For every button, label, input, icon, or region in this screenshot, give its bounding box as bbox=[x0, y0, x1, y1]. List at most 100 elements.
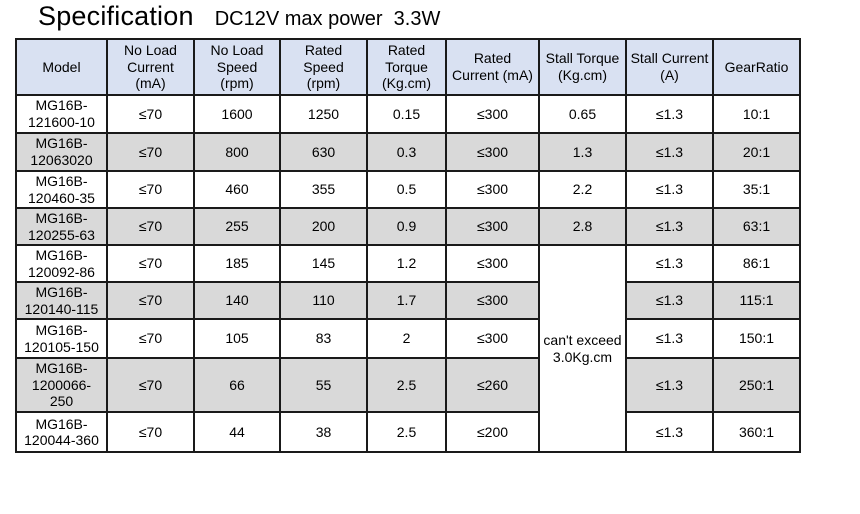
gear-ratio-cell: 86:1 bbox=[712, 244, 801, 284]
no-load-speed-cell: 140 bbox=[193, 281, 281, 321]
no-load-speed-cell: 185 bbox=[193, 244, 281, 284]
stall-current-cell: ≤1.3 bbox=[625, 94, 714, 134]
rated-torque-cell: 1.7 bbox=[366, 281, 447, 321]
no-load-current-cell: ≤70 bbox=[106, 94, 195, 134]
table-row: MG16B- 12063020 ≤70 800 630 0.3 ≤300 1.3… bbox=[15, 132, 801, 172]
table-row: MG16B- 120105-150 ≤70 105 83 2 ≤300 ≤1.3… bbox=[15, 318, 801, 360]
rated-current-cell: ≤200 bbox=[445, 411, 540, 454]
table-row: MG16B- 120092-86 ≤70 185 145 1.2 ≤300 ca… bbox=[15, 244, 801, 454]
page-title-row: Specification DC12V max power 3.3W bbox=[38, 1, 440, 32]
rated-current-cell: ≤300 bbox=[445, 207, 540, 247]
stall-current-cell: ≤1.3 bbox=[625, 318, 714, 360]
stall-current-cell: ≤1.3 bbox=[625, 207, 714, 247]
rated-speed-cell: 145 bbox=[279, 244, 368, 284]
no-load-speed-cell: 105 bbox=[193, 318, 281, 360]
stall-current-cell: ≤1.3 bbox=[625, 169, 714, 210]
rated-speed-cell: 200 bbox=[279, 207, 368, 247]
rated-speed-cell: 355 bbox=[279, 169, 368, 210]
column-header-no-load-speed: No Load Speed (rpm) bbox=[193, 38, 281, 96]
gear-ratio-cell: 10:1 bbox=[712, 94, 801, 134]
stall-current-cell: ≤1.3 bbox=[625, 281, 714, 321]
no-load-current-cell: ≤70 bbox=[106, 318, 195, 360]
no-load-speed-cell: 255 bbox=[193, 207, 281, 247]
column-header-rated-torque: Rated Torque (Kg.cm) bbox=[366, 38, 447, 96]
rated-speed-cell: 630 bbox=[279, 132, 368, 172]
gear-ratio-cell: 150:1 bbox=[712, 318, 801, 360]
stall-current-cell: ≤1.3 bbox=[625, 132, 714, 172]
rated-current-cell: ≤300 bbox=[445, 244, 540, 284]
rated-current-cell: ≤300 bbox=[445, 132, 540, 172]
rated-current-cell: ≤260 bbox=[445, 357, 540, 414]
rated-torque-cell: 0.5 bbox=[366, 169, 447, 210]
no-load-current-cell: ≤70 bbox=[106, 411, 195, 454]
stall-torque-cell: 2.2 bbox=[538, 169, 627, 210]
rated-speed-cell: 83 bbox=[279, 318, 368, 360]
no-load-speed-cell: 1600 bbox=[193, 94, 281, 134]
model-cell: MG16B- 120105-150 bbox=[15, 318, 108, 360]
no-load-speed-cell: 66 bbox=[193, 357, 281, 414]
column-header-rated-speed: Rated Speed (rpm) bbox=[279, 38, 368, 96]
rated-speed-cell: 110 bbox=[279, 281, 368, 321]
column-header-gear-ratio: GearRatio bbox=[712, 38, 801, 96]
gear-ratio-cell: 35:1 bbox=[712, 169, 801, 210]
model-cell: MG16B- 120460-35 bbox=[15, 169, 108, 210]
column-header-rated-current: Rated Current (mA) bbox=[445, 38, 540, 96]
rated-torque-cell: 0.15 bbox=[366, 94, 447, 134]
table-row: MG16B- 120044-360 ≤70 44 38 2.5 ≤200 ≤1.… bbox=[15, 411, 801, 454]
rated-speed-cell: 38 bbox=[279, 411, 368, 454]
rated-current-cell: ≤300 bbox=[445, 169, 540, 210]
header-row: Model No Load Current (mA) No Load Speed… bbox=[15, 38, 801, 96]
stall-torque-cell: 0.65 bbox=[538, 94, 627, 134]
no-load-current-cell: ≤70 bbox=[106, 357, 195, 414]
column-header-stall-current: Stall Current (A) bbox=[625, 38, 714, 96]
page-subtitle: DC12V max power 3.3W bbox=[214, 8, 441, 30]
model-cell: MG16B- 120140-115 bbox=[15, 281, 108, 321]
no-load-current-cell: ≤70 bbox=[106, 169, 195, 210]
column-header-stall-torque: Stall Torque (Kg.cm) bbox=[538, 38, 627, 96]
rated-current-cell: ≤300 bbox=[445, 281, 540, 321]
model-cell: MG16B- 120255-63 bbox=[15, 207, 108, 247]
no-load-speed-cell: 44 bbox=[193, 411, 281, 454]
no-load-current-cell: ≤70 bbox=[106, 281, 195, 321]
rated-current-cell: ≤300 bbox=[445, 318, 540, 360]
rated-speed-cell: 1250 bbox=[279, 94, 368, 134]
rated-current-cell: ≤300 bbox=[445, 94, 540, 134]
table-row: MG16B- 120140-115 ≤70 140 110 1.7 ≤300 ≤… bbox=[15, 281, 801, 321]
column-header-no-load-current: No Load Current (mA) bbox=[106, 38, 195, 96]
no-load-current-cell: ≤70 bbox=[106, 244, 195, 284]
table-row: MG16B- 1200066- 250 ≤70 66 55 2.5 ≤260 ≤… bbox=[15, 357, 801, 414]
gear-ratio-cell: 20:1 bbox=[712, 132, 801, 172]
specification-table: Model No Load Current (mA) No Load Speed… bbox=[15, 38, 801, 454]
column-header-model: Model bbox=[15, 38, 108, 96]
page-title: Specification bbox=[38, 1, 194, 31]
model-cell: MG16B- 1200066- 250 bbox=[15, 357, 108, 414]
rated-torque-cell: 0.9 bbox=[366, 207, 447, 247]
model-cell: MG16B- 120044-360 bbox=[15, 411, 108, 454]
table-row: MG16B- 120460-35 ≤70 460 355 0.5 ≤300 2.… bbox=[15, 169, 801, 210]
rated-speed-cell: 55 bbox=[279, 357, 368, 414]
table-row: MG16B- 120255-63 ≤70 255 200 0.9 ≤300 2.… bbox=[15, 207, 801, 247]
no-load-speed-cell: 460 bbox=[193, 169, 281, 210]
stall-current-cell: ≤1.3 bbox=[625, 411, 714, 454]
no-load-current-cell: ≤70 bbox=[106, 207, 195, 247]
stall-torque-cell: 1.3 bbox=[538, 132, 627, 172]
rated-torque-cell: 1.2 bbox=[366, 244, 447, 284]
rated-torque-cell: 2 bbox=[366, 318, 447, 360]
model-cell: MG16B- 12063020 bbox=[15, 132, 108, 172]
model-cell: MG16B- 120092-86 bbox=[15, 244, 108, 284]
no-load-current-cell: ≤70 bbox=[106, 132, 195, 172]
model-cell: MG16B- 121600-10 bbox=[15, 94, 108, 134]
gear-ratio-cell: 250:1 bbox=[712, 357, 801, 414]
rated-torque-cell: 2.5 bbox=[366, 357, 447, 414]
rated-torque-cell: 0.3 bbox=[366, 132, 447, 172]
stall-current-cell: ≤1.3 bbox=[625, 357, 714, 414]
gear-ratio-cell: 115:1 bbox=[712, 281, 801, 321]
gear-ratio-cell: 360:1 bbox=[712, 411, 801, 454]
table-row: MG16B- 121600-10 ≤70 1600 1250 0.15 ≤300… bbox=[15, 94, 801, 134]
rated-torque-cell: 2.5 bbox=[366, 411, 447, 454]
stall-current-cell: ≤1.3 bbox=[625, 244, 714, 284]
no-load-speed-cell: 800 bbox=[193, 132, 281, 172]
stall-torque-merged-cell: can't exceed 3.0Kg.cm bbox=[538, 244, 627, 454]
stall-torque-cell: 2.8 bbox=[538, 207, 627, 247]
gear-ratio-cell: 63:1 bbox=[712, 207, 801, 247]
